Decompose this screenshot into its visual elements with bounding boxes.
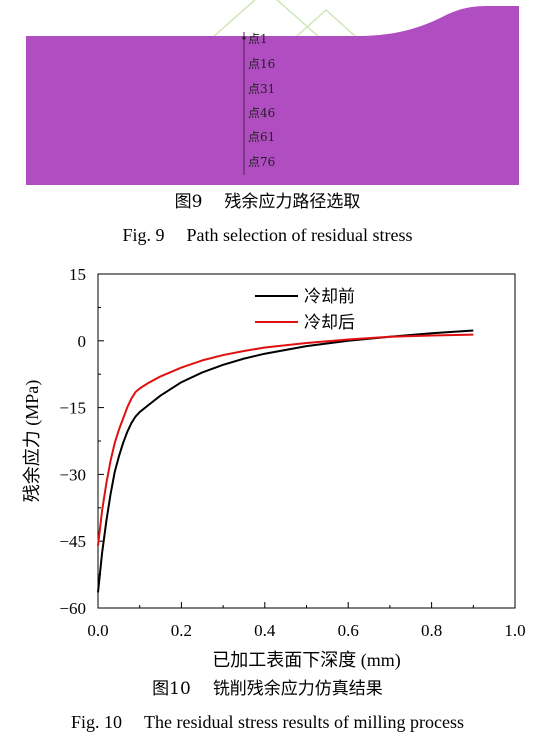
point-label-76: 点76 — [248, 155, 276, 169]
figure9-caption-en-number: Fig. 9 — [122, 225, 165, 245]
y-tick-label: −30 — [59, 465, 86, 484]
point-label-16: 点16 — [248, 57, 276, 71]
figure9-caption-zh: 图9 残余应力路径选取 — [0, 187, 535, 212]
figure10-caption-en-text: The residual stress results of milling p… — [144, 712, 464, 732]
y-tick-label: −60 — [59, 599, 86, 618]
figure9-image: 点1 点16 点31 点46 点61 点76 — [26, 0, 519, 185]
figure9-caption-zh-text: 残余应力路径选取 — [224, 192, 361, 212]
x-tick-label: 0.0 — [87, 621, 108, 640]
x-tick-label: 1.0 — [504, 621, 525, 640]
figure10-caption-en: Fig. 10 The residual stress results of mi… — [0, 712, 535, 733]
workpiece-diagram — [26, 0, 519, 185]
legend-label-1: 冷却前 — [304, 287, 355, 306]
figure10-caption-zh: 图10 铣削残余应力仿真结果 — [0, 674, 535, 699]
x-tick-label: 0.8 — [421, 621, 442, 640]
y-tick-label: 15 — [69, 265, 86, 284]
y-tick-label: 0 — [78, 332, 87, 351]
figure10-caption-en-number: Fig. 10 — [71, 712, 123, 732]
path-start-dot — [242, 36, 246, 40]
y-axis-label: 残余应力 (MPa) — [22, 380, 43, 503]
point-label-31: 点31 — [248, 82, 276, 96]
series-group — [97, 329, 474, 593]
x-tick-label: 0.6 — [338, 621, 359, 640]
point-label-61: 点61 — [248, 130, 276, 144]
residual-stress-chart: 0.0 0.2 0.4 0.6 0.8 1.0 15 0 −15 −30 −45 −60 冷却前冷却… — [22, 265, 526, 671]
point-label-46: 点46 — [248, 106, 276, 120]
workpiece-shape — [26, 6, 519, 185]
x-axis: 0.0 0.2 0.4 0.6 0.8 1.0 — [87, 602, 526, 640]
y-tick-label: −45 — [59, 532, 86, 551]
x-axis-label: 已加工表面下深度 (mm) — [212, 650, 401, 671]
series-line-2 — [97, 333, 474, 546]
figure9-caption-zh-number: 图9 — [174, 192, 203, 212]
figure10-caption-zh-number: 图10 — [152, 679, 191, 699]
x-tick-label: 0.2 — [171, 621, 192, 640]
figure10-caption-zh-text: 铣削残余应力仿真结果 — [212, 679, 383, 699]
x-tick-label: 0.4 — [254, 621, 276, 640]
figure9-caption-en: Fig. 9 Path selection of residual stress — [0, 225, 535, 246]
y-axis: 15 0 −15 −30 −45 −60 — [59, 265, 104, 618]
point-label-1: 点1 — [248, 32, 268, 46]
y-tick-label: −15 — [59, 399, 86, 418]
legend-label-2: 冷却后 — [304, 313, 355, 332]
series-line-1 — [97, 329, 474, 593]
figure9-caption-en-text: Path selection of residual stress — [186, 225, 413, 245]
